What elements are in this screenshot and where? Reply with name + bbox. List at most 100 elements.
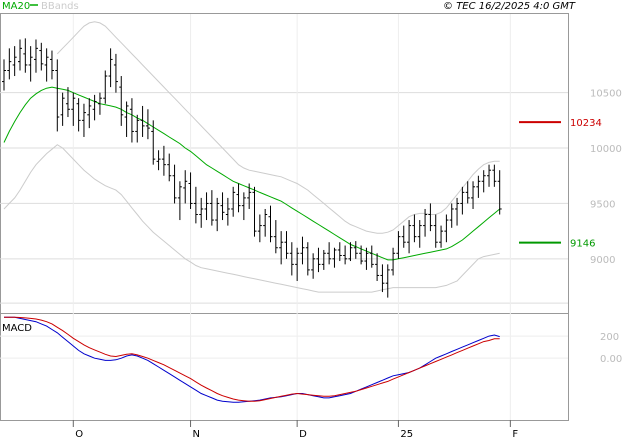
ohlc-bar xyxy=(284,231,289,259)
macd-tick-label: 0.00 xyxy=(600,354,622,365)
ohlc-bar xyxy=(199,197,204,228)
ohlc-bar xyxy=(60,92,65,126)
ohlc-bar xyxy=(311,253,316,279)
ohlc-bar xyxy=(7,48,12,80)
ma20-path xyxy=(3,86,501,261)
ohlc-bar xyxy=(17,39,22,71)
x-tick-label: O xyxy=(75,429,83,440)
ohlc-bar xyxy=(71,92,76,126)
ohlc-bar xyxy=(492,164,497,187)
ohlc-bar xyxy=(225,197,230,226)
ohlc-bar xyxy=(300,236,305,265)
ohlc-bar xyxy=(343,245,348,265)
ohlc-bar xyxy=(417,220,422,248)
ohlc-bar xyxy=(183,170,188,204)
ohlc-bar xyxy=(113,53,118,93)
ohlc-bar xyxy=(119,76,124,126)
macd-panel: 200 0.00 xyxy=(0,316,622,403)
ohlc-bar xyxy=(449,203,454,228)
ohlc-bar xyxy=(247,183,252,209)
price-levels: 10234 9146 xyxy=(519,118,602,250)
ohlc-bar xyxy=(124,101,129,137)
price-axis: 9000 9500 10000 10500 xyxy=(590,89,622,266)
ohlc-bar xyxy=(252,186,257,237)
ohlc-bar xyxy=(49,50,54,80)
ohlc-bar xyxy=(55,59,60,132)
ohlc-bar xyxy=(444,214,449,243)
x-tick-label: N xyxy=(193,429,200,440)
ohlc-bar xyxy=(321,249,326,270)
ohlc-bar xyxy=(188,172,193,209)
ohlc-bar xyxy=(465,181,470,204)
ohlc-bar xyxy=(204,192,209,221)
ohlc-bar xyxy=(215,197,220,232)
ohlc-bar xyxy=(231,186,236,217)
ohlc-bar xyxy=(439,225,444,248)
ohlc-bar xyxy=(476,175,481,198)
level-label: 10234 xyxy=(570,118,602,129)
macd-title: MACD xyxy=(2,323,32,334)
ohlc-bar xyxy=(471,181,476,209)
ohlc-bar xyxy=(487,164,492,187)
ohlc-bar xyxy=(140,105,145,137)
ohlc-bar xyxy=(23,38,28,73)
ohlc-bar xyxy=(167,153,172,182)
price-bars xyxy=(2,38,502,298)
ohlc-bar xyxy=(423,208,428,237)
ohlc-bar xyxy=(348,242,353,262)
ohlc-bar xyxy=(161,145,166,176)
time-axis: O N D 25 F xyxy=(72,420,518,440)
ohlc-bar xyxy=(103,70,108,104)
x-tick-label: D xyxy=(299,429,307,440)
ohlc-bar xyxy=(279,231,284,265)
ohlc-bar xyxy=(401,225,406,248)
x-tick-label: 25 xyxy=(400,429,413,440)
legend-bb: BBands xyxy=(41,1,79,12)
ohlc-bar xyxy=(156,150,161,171)
macd-tick-label: 200 xyxy=(600,332,619,343)
ohlc-bar xyxy=(220,192,225,221)
ohlc-bar xyxy=(65,87,70,118)
ohlc-bar xyxy=(289,242,294,276)
ohlc-bar xyxy=(87,98,92,129)
bb-lower-line xyxy=(3,144,500,293)
ohlc-bar xyxy=(145,109,150,140)
ohlc-bar xyxy=(385,264,390,298)
ohlc-bar xyxy=(76,98,81,132)
ohlc-bar xyxy=(359,245,364,265)
ohlc-bar xyxy=(39,42,44,71)
ohlc-bar xyxy=(129,98,134,143)
ohlc-bar xyxy=(81,103,86,137)
ohlc-bar xyxy=(364,247,369,270)
copyright: © TEC 16/2/2025 4:0 GMT xyxy=(443,1,576,12)
ohlc-bar xyxy=(353,241,358,259)
ohlc-bar xyxy=(241,192,246,221)
bb-upper-line xyxy=(56,21,500,234)
y-tick-label: 10500 xyxy=(590,89,622,100)
ohlc-bar xyxy=(44,48,49,82)
ohlc-bar xyxy=(135,114,140,143)
ohlc-bar xyxy=(2,59,6,91)
ohlc-bar xyxy=(396,231,401,259)
ohlc-bar xyxy=(375,253,380,281)
ohlc-bar xyxy=(263,208,268,237)
ohlc-bar xyxy=(193,186,198,224)
bollinger-bands xyxy=(3,21,500,293)
macd-series-line xyxy=(4,316,500,402)
level-label: 9146 xyxy=(570,239,595,250)
ohlc-bar xyxy=(327,242,332,265)
ohlc-bar xyxy=(316,247,321,273)
ohlc-bar xyxy=(236,183,241,213)
ohlc-bar xyxy=(455,197,460,226)
ohlc-bar xyxy=(295,247,300,281)
ohlc-bar xyxy=(407,220,412,254)
ohlc-bar xyxy=(33,39,38,73)
ohlc-bar xyxy=(97,92,102,115)
ohlc-bar xyxy=(369,245,374,268)
ohlc-bar xyxy=(12,46,17,77)
y-tick-label: 10000 xyxy=(590,144,622,155)
chart-frame xyxy=(0,13,569,421)
ohlc-bar xyxy=(460,186,465,215)
ohlc-bar xyxy=(268,205,273,243)
